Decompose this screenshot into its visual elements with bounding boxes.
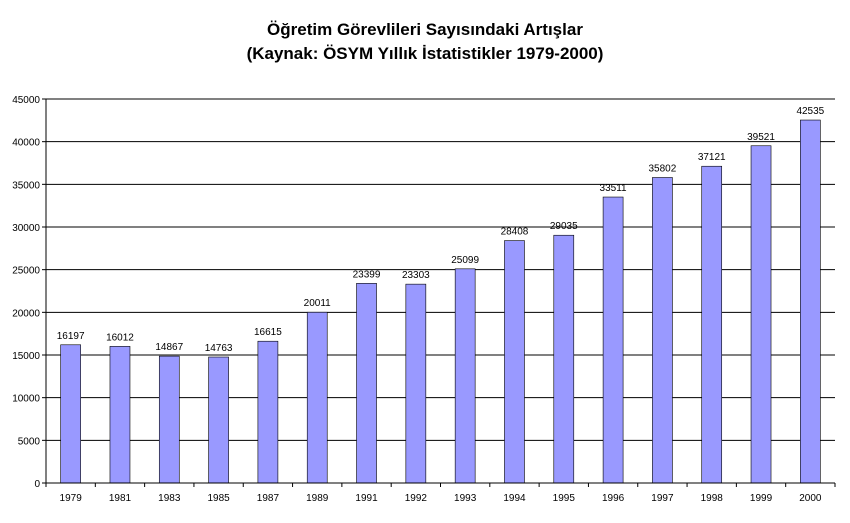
- y-tick-label: 40000: [12, 138, 40, 149]
- data-label-1987: 16615: [254, 327, 282, 338]
- data-label-1999: 39521: [747, 132, 775, 143]
- bar-1989: [306, 311, 328, 484]
- x-tick-label-1991: 1991: [355, 493, 378, 504]
- bar-1983: [158, 355, 180, 484]
- bar-1995: [553, 234, 575, 484]
- x-tick-label-1992: 1992: [405, 493, 428, 504]
- x-tick-label-2000: 2000: [799, 493, 822, 504]
- bar-1991: [356, 283, 377, 484]
- y-tick-label: 0: [34, 479, 40, 490]
- bar-1999: [750, 145, 772, 484]
- x-tick-label-1999: 1999: [750, 493, 773, 504]
- x-tick-label-1993: 1993: [454, 493, 477, 504]
- bar-2000: [800, 119, 821, 484]
- x-tick-label-1981: 1981: [109, 493, 132, 504]
- chart-subtitle: (Kaynak: ÖSYM Yıllık İstatistikler 1979-…: [246, 44, 604, 63]
- x-tick-label-1994: 1994: [503, 493, 526, 504]
- y-tick-label: 20000: [12, 308, 40, 319]
- bar-1992: [405, 283, 427, 484]
- x-tick-label-1987: 1987: [257, 493, 280, 504]
- data-label-1995: 29035: [550, 221, 578, 232]
- axes: [42, 98, 836, 487]
- x-tick-label-1997: 1997: [651, 493, 674, 504]
- x-tick-label-1989: 1989: [306, 493, 329, 504]
- y-tick-label: 35000: [12, 180, 40, 191]
- bar-1981: [109, 346, 131, 484]
- bar-1996: [602, 196, 624, 484]
- x-tick-label-1979: 1979: [60, 493, 83, 504]
- bar-1997: [652, 177, 673, 484]
- data-label-1997: 35802: [649, 163, 677, 174]
- x-tick-label-1996: 1996: [602, 493, 625, 504]
- data-label-1983: 14867: [155, 342, 183, 353]
- bar-1987: [257, 340, 279, 484]
- x-tick-label-1995: 1995: [553, 493, 576, 504]
- y-tick-label: 5000: [18, 436, 41, 447]
- bar-1994: [504, 240, 525, 484]
- x-tick-label-1998: 1998: [701, 493, 724, 504]
- y-tick-label: 30000: [12, 223, 40, 234]
- data-label-1993: 25099: [451, 255, 479, 266]
- data-label-1992: 23303: [402, 270, 430, 281]
- x-tick-label-1985: 1985: [207, 493, 230, 504]
- labels: 0 5000 10000 15000 20000 25000 30000 35000 40000…: [12, 95, 824, 504]
- bar-1985: [208, 356, 229, 484]
- chart-title: Öğretim Görevlileri Sayısındaki Artışlar: [267, 20, 583, 39]
- data-label-1989: 20011: [304, 298, 332, 309]
- bar-1998: [701, 165, 723, 484]
- data-label-1996: 33511: [600, 183, 628, 194]
- data-label-1998: 37121: [698, 152, 726, 163]
- x-tick-label-1983: 1983: [158, 493, 181, 504]
- bar-1979: [60, 344, 81, 484]
- y-tick-label: 15000: [12, 351, 40, 362]
- data-label-2000: 42535: [796, 106, 824, 117]
- data-label-1991: 23399: [353, 269, 381, 280]
- data-label-1981: 16012: [106, 332, 134, 343]
- y-tick-label: 10000: [12, 394, 40, 405]
- bars: [60, 119, 821, 484]
- bar-1993: [454, 268, 476, 484]
- y-tick-label: 25000: [12, 266, 40, 277]
- data-label-1979: 16197: [57, 331, 85, 342]
- data-label-1994: 28408: [501, 227, 529, 238]
- data-label-1985: 14763: [205, 343, 233, 354]
- y-tick-label: 45000: [12, 95, 40, 106]
